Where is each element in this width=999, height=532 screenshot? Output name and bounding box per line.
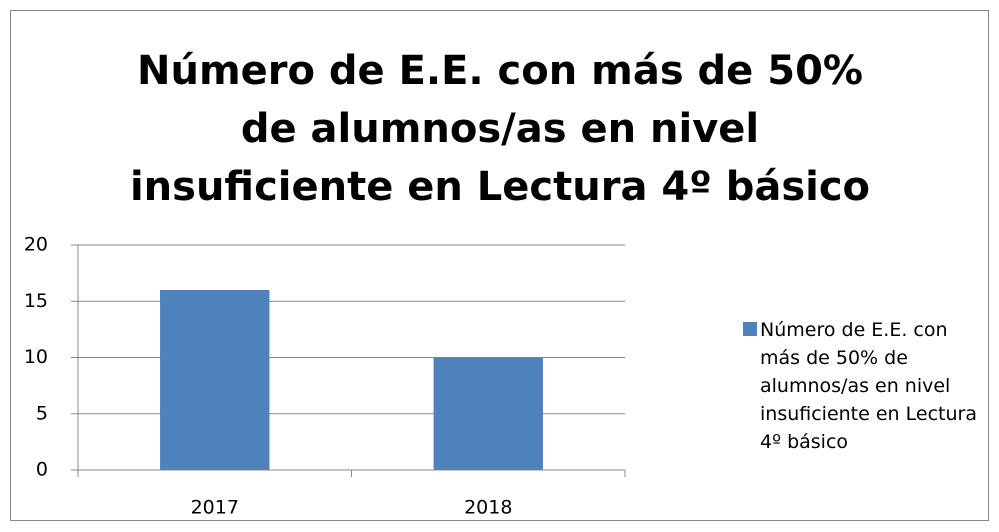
- legend: Número de E.E. con más de 50% de alumnos…: [743, 316, 993, 456]
- chart-title: Número de E.E. con más de 50% de alumnos…: [129, 48, 871, 210]
- y-tick-label: 0: [36, 459, 48, 481]
- x-tick-label: 2017: [191, 497, 239, 519]
- legend-swatch: [743, 322, 757, 336]
- y-tick-label: 10: [24, 346, 48, 368]
- bar: [160, 290, 270, 470]
- y-tick-label: 15: [24, 290, 48, 312]
- x-tick-label: 2018: [464, 497, 512, 519]
- y-tick-label: 20: [24, 234, 48, 256]
- chart-border: [10, 10, 989, 521]
- y-tick-label: 5: [36, 402, 48, 424]
- legend-label: Número de E.E. con más de 50% de alumnos…: [760, 319, 977, 453]
- bar: [433, 357, 543, 470]
